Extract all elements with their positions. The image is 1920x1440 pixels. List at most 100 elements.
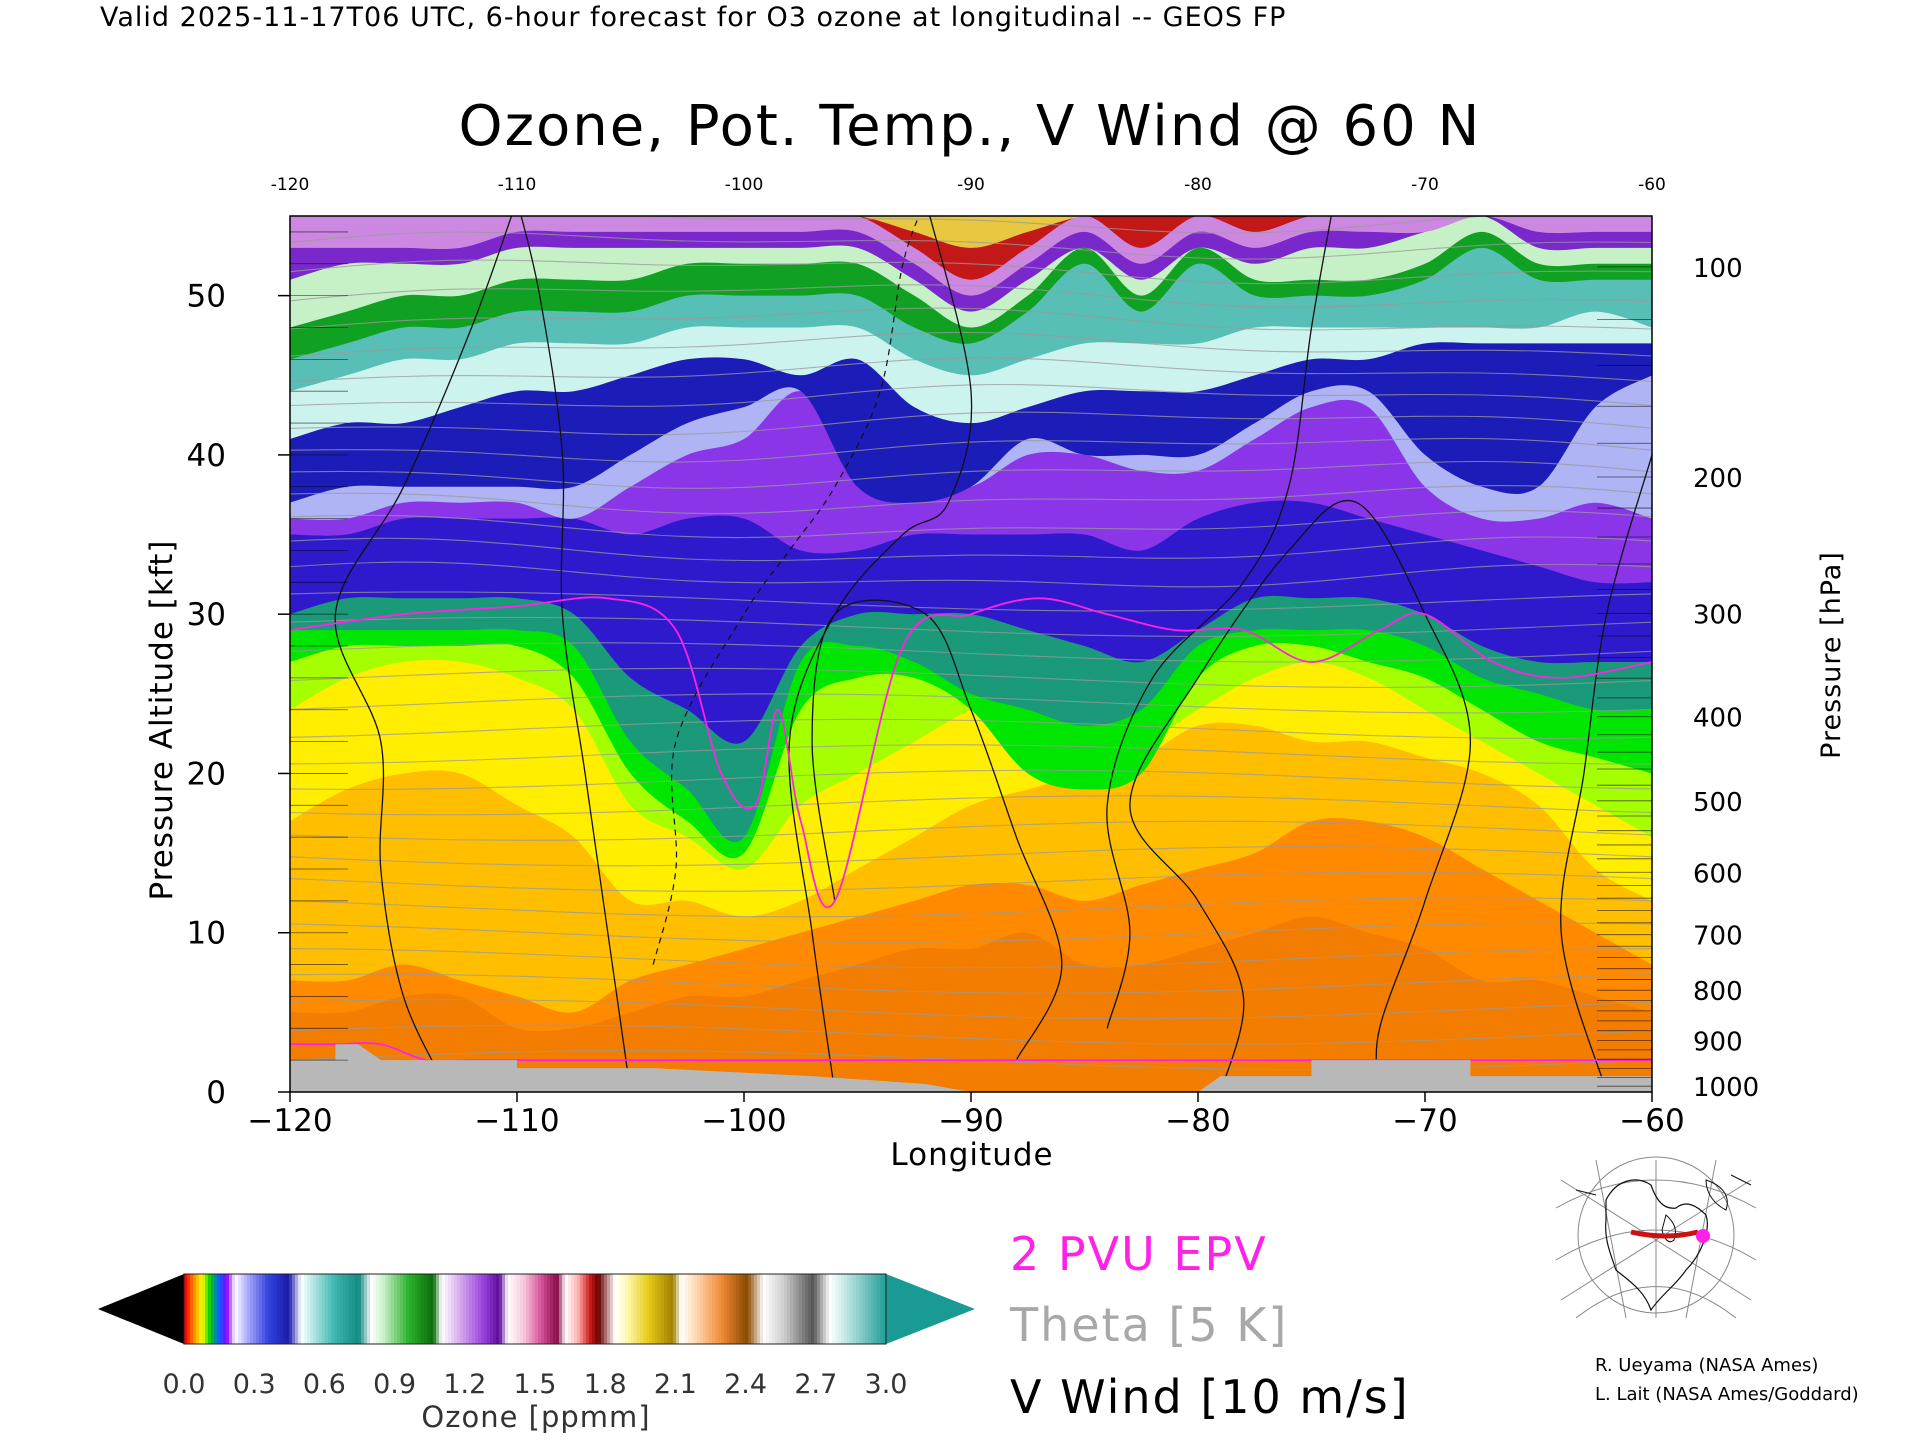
theta-line: [290, 642, 1652, 663]
colorbar-swatch: [547, 1274, 551, 1344]
colorbar-swatch: [586, 1274, 590, 1344]
legend-theta: Theta [5 K]: [1010, 1298, 1289, 1352]
theta-line: [290, 1024, 1652, 1045]
colorbar-swatch: [532, 1274, 536, 1344]
colorbar-swatch: [526, 1274, 530, 1344]
colorbar-swatch: [373, 1274, 377, 1344]
theta-line: [290, 693, 1652, 714]
colorbar-swatch: [232, 1274, 236, 1344]
colorbar-tick-label: 0.0: [163, 1369, 206, 1400]
colorbar-swatch: [799, 1274, 803, 1344]
colorbar-swatch: [202, 1274, 206, 1344]
colorbar-swatch: [568, 1274, 572, 1344]
colorbar-swatch: [556, 1274, 560, 1344]
vwind-line-negative: [652, 216, 920, 965]
colorbar-swatch: [331, 1274, 335, 1344]
colorbar-swatch: [292, 1274, 296, 1344]
y2-axis-label: Pressure [hPa]: [1816, 551, 1847, 759]
colorbar-swatch: [523, 1274, 527, 1344]
colorbar-swatch: [769, 1274, 773, 1344]
vwind-contours: [334, 216, 1652, 1092]
colorbar-swatch: [493, 1274, 497, 1344]
colorbar-swatch: [433, 1274, 437, 1344]
colorbar-swatch: [319, 1274, 323, 1344]
colorbar-swatch: [610, 1274, 614, 1344]
pressure-tick-label: 1000: [1693, 1073, 1759, 1103]
colorbar-swatch: [652, 1274, 656, 1344]
colorbar-swatch: [877, 1274, 881, 1344]
colorbar-swatch: [505, 1274, 509, 1344]
colorbar-swatch: [808, 1274, 812, 1344]
colorbar-swatch: [628, 1274, 632, 1344]
colorbar-swatch: [730, 1274, 734, 1344]
colorbar-swatch: [472, 1274, 476, 1344]
colorbar-swatch: [775, 1274, 779, 1344]
theta-line: [290, 616, 1652, 638]
colorbar-swatch: [253, 1274, 257, 1344]
colorbar-swatch: [538, 1274, 542, 1344]
colorbar-swatch: [376, 1274, 380, 1344]
colorbar-swatch: [577, 1274, 581, 1344]
theta-line: [290, 307, 1652, 331]
theta-line: [290, 485, 1652, 515]
colorbar-swatch: [712, 1274, 716, 1344]
colorbar-swatch: [439, 1274, 443, 1344]
colorbar-swatch: [238, 1274, 242, 1344]
colorbar-swatch: [355, 1274, 359, 1344]
location-inset-map: [1555, 1156, 1757, 1319]
colorbar-swatch: [703, 1274, 707, 1344]
top-x-tick-label: -80: [1184, 175, 1212, 195]
colorbar-swatch: [748, 1274, 752, 1344]
colorbar-swatch: [796, 1274, 800, 1344]
colorbar-swatch: [709, 1274, 713, 1344]
colorbar-swatch: [631, 1274, 635, 1344]
colorbar-swatch: [496, 1274, 500, 1344]
colorbar-swatch: [349, 1274, 353, 1344]
colorbar-swatch: [193, 1274, 197, 1344]
colorbar-swatch: [868, 1274, 872, 1344]
pv-line-1: [290, 596, 1652, 909]
y-tick-label: 20: [187, 756, 226, 792]
colorbar-swatch: [259, 1274, 263, 1344]
colorbar-swatch: [778, 1274, 782, 1344]
y-tick-label: 0: [206, 1075, 226, 1111]
colorbar-swatch: [658, 1274, 662, 1344]
theta-line: [290, 795, 1652, 816]
colorbar-swatch: [835, 1274, 839, 1344]
colorbar-tick-label: 2.1: [654, 1369, 697, 1400]
colorbar-swatch: [607, 1274, 611, 1344]
colorbar-swatch: [475, 1274, 479, 1344]
x-tick-label: −80: [1165, 1103, 1230, 1139]
colorbar-swatch: [700, 1274, 704, 1344]
colorbar-swatch: [772, 1274, 776, 1344]
colorbar-swatch: [664, 1274, 668, 1344]
colorbar-swatch: [250, 1274, 254, 1344]
colorbar-tick-label: 3.0: [865, 1369, 908, 1400]
colorbar-swatch: [466, 1274, 470, 1344]
colorbar-swatch: [421, 1274, 425, 1344]
colorbar-swatch: [298, 1274, 302, 1344]
colorbar-swatch: [859, 1274, 863, 1344]
colorbar-swatch: [265, 1274, 269, 1344]
colorbar-swatch: [457, 1274, 461, 1344]
colorbar-swatch: [385, 1274, 389, 1344]
colorbar-swatch: [865, 1274, 869, 1344]
y-axis-label: Pressure Altitude [kft]: [144, 540, 180, 901]
colorbar-swatch: [625, 1274, 629, 1344]
colorbar-swatch: [580, 1274, 584, 1344]
colorbar-swatch: [646, 1274, 650, 1344]
legend-pv: 2 PVU EPV: [1010, 1227, 1268, 1281]
top-x-tick-label: -60: [1638, 175, 1666, 195]
theta-line: [290, 561, 1652, 588]
colorbar-swatch: [805, 1274, 809, 1344]
colorbar-swatch: [322, 1274, 326, 1344]
top-x-tick-label: -110: [498, 175, 537, 195]
colorbar-swatch: [676, 1274, 680, 1344]
colorbar-swatch: [847, 1274, 851, 1344]
x-tick-label: −70: [1392, 1103, 1457, 1139]
top-x-tick-label: -100: [725, 175, 764, 195]
colorbar-swatch: [823, 1274, 827, 1344]
vwind-line: [520, 216, 632, 1092]
colorbar-swatch: [661, 1274, 665, 1344]
